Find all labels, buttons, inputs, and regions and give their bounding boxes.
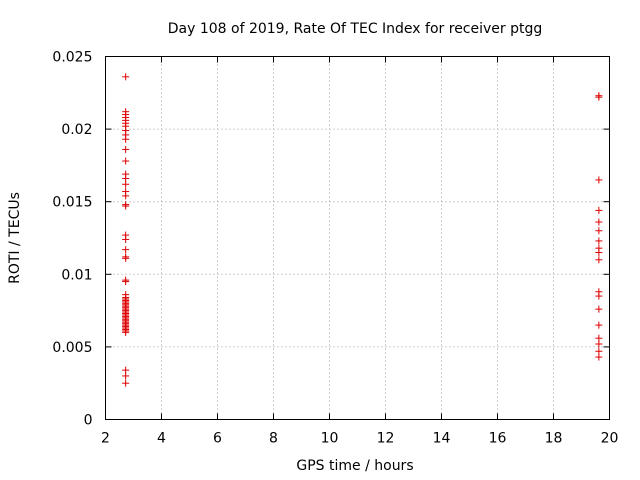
plot-frame bbox=[105, 56, 610, 420]
x-tick-label: 18 bbox=[545, 431, 563, 447]
data-point bbox=[595, 237, 603, 245]
x-tick-label: 16 bbox=[489, 431, 507, 447]
data-point bbox=[595, 93, 603, 101]
y-tick-label: 0.025 bbox=[52, 50, 92, 66]
data-point bbox=[595, 256, 603, 264]
data-point bbox=[122, 145, 130, 153]
y-axis-label: ROTI / TECUs bbox=[7, 192, 23, 284]
data-point bbox=[122, 180, 130, 188]
x-tick-label: 12 bbox=[377, 431, 395, 447]
y-tick-label: 0.015 bbox=[52, 195, 92, 211]
chart-title: Day 108 of 2019, Rate Of TEC Index for r… bbox=[168, 21, 543, 37]
data-point bbox=[595, 292, 603, 300]
data-point bbox=[122, 328, 130, 336]
data-point bbox=[595, 353, 603, 361]
x-tick-label: 6 bbox=[213, 431, 222, 447]
x-axis-label: GPS time / hours bbox=[296, 458, 413, 474]
data-point bbox=[122, 379, 130, 387]
data-point bbox=[122, 246, 130, 254]
x-tick-label: 10 bbox=[321, 431, 339, 447]
y-tick-label: 0.005 bbox=[52, 340, 92, 356]
data-points bbox=[122, 73, 603, 387]
data-point bbox=[122, 235, 130, 243]
data-point bbox=[595, 305, 603, 313]
x-tick-label: 20 bbox=[601, 431, 619, 447]
data-point bbox=[122, 278, 130, 286]
data-point bbox=[595, 227, 603, 235]
data-point bbox=[595, 340, 603, 348]
data-point bbox=[122, 202, 130, 210]
x-tick-label: 14 bbox=[433, 431, 451, 447]
data-point bbox=[595, 176, 603, 184]
x-tick-label: 4 bbox=[157, 431, 166, 447]
data-point bbox=[122, 254, 130, 262]
data-point bbox=[122, 372, 130, 380]
data-point bbox=[595, 249, 603, 257]
tick-layer: 2 4 6 8 10 12 14 16 18 20 0 0.005 0.01 0.015 0.02 0.025 bbox=[52, 50, 618, 447]
grid-layer bbox=[105, 56, 610, 420]
y-tick-label: 0.01 bbox=[61, 267, 92, 283]
x-tick-label: 8 bbox=[269, 431, 278, 447]
data-point bbox=[122, 135, 130, 143]
x-tick-label: 2 bbox=[101, 431, 110, 447]
y-tick-label: 0.02 bbox=[61, 122, 92, 138]
data-point bbox=[122, 73, 130, 81]
data-point bbox=[122, 192, 130, 200]
data-point bbox=[595, 321, 603, 329]
data-point bbox=[122, 157, 130, 165]
data-point bbox=[595, 206, 603, 214]
data-point bbox=[595, 218, 603, 226]
y-tick-label: 0 bbox=[84, 413, 93, 429]
